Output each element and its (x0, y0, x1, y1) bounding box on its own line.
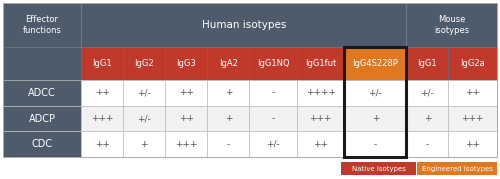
Text: -: - (272, 88, 275, 97)
Bar (3, 47, 81, 80)
Bar (3, 3, 497, 157)
Text: ++: ++ (465, 140, 480, 149)
Bar (124, 47, 166, 80)
Bar (297, 47, 344, 80)
Text: IgG1: IgG1 (418, 59, 437, 68)
Text: ++: ++ (179, 114, 194, 123)
Bar (406, 80, 449, 106)
Text: Human isotypes: Human isotypes (202, 20, 286, 30)
Bar (344, 47, 406, 80)
Text: +: + (424, 114, 431, 123)
Text: +++: +++ (462, 114, 484, 123)
Bar (250, 106, 297, 131)
Text: IgG1fut: IgG1fut (305, 59, 336, 68)
Bar (297, 106, 344, 131)
Bar (124, 131, 166, 157)
Bar (250, 131, 297, 157)
Text: -: - (426, 140, 429, 149)
Text: +++: +++ (91, 114, 114, 123)
Text: Engineered isotypes: Engineered isotypes (422, 166, 492, 171)
Bar (250, 47, 297, 80)
Text: +/-: +/- (368, 88, 382, 97)
Text: CDC: CDC (32, 139, 52, 149)
Text: +++: +++ (175, 140, 198, 149)
Bar (250, 80, 297, 106)
Text: ADCP: ADCP (28, 113, 56, 124)
Text: Effector
functions: Effector functions (22, 15, 62, 35)
Bar (448, 131, 497, 157)
Bar (166, 47, 207, 80)
Bar (297, 131, 344, 157)
Bar (341, 162, 416, 175)
Text: -: - (272, 114, 275, 123)
Bar (448, 106, 497, 131)
Bar (166, 131, 207, 157)
Text: ADCC: ADCC (28, 88, 56, 98)
Bar (3, 131, 81, 157)
Text: IgG4S228P: IgG4S228P (352, 59, 399, 68)
Text: +: + (224, 114, 232, 123)
Bar (81, 80, 124, 106)
Bar (344, 80, 406, 106)
Bar (448, 80, 497, 106)
Bar (166, 106, 207, 131)
Text: +++: +++ (310, 114, 332, 123)
Text: IgG1: IgG1 (92, 59, 112, 68)
Bar (166, 80, 207, 106)
Bar (81, 131, 124, 157)
Text: IgA2: IgA2 (219, 59, 238, 68)
Bar (124, 106, 166, 131)
Bar (297, 80, 344, 106)
Bar (344, 131, 406, 157)
Text: ++++: ++++ (306, 88, 336, 97)
Text: +/-: +/- (138, 88, 151, 97)
Bar (448, 47, 497, 80)
Text: ++: ++ (179, 88, 194, 97)
Text: +/-: +/- (420, 88, 434, 97)
Text: -: - (374, 140, 377, 149)
Text: +: + (372, 114, 379, 123)
Bar (208, 131, 250, 157)
Bar (406, 47, 449, 80)
Text: +: + (140, 140, 148, 149)
Text: ++: ++ (94, 140, 110, 149)
Bar (208, 47, 250, 80)
Bar (208, 106, 250, 131)
Bar (81, 3, 406, 47)
Bar (3, 3, 81, 47)
Text: IgG1NQ: IgG1NQ (257, 59, 290, 68)
Text: IgG2: IgG2 (134, 59, 154, 68)
Text: ++: ++ (465, 88, 480, 97)
Text: ++: ++ (94, 88, 110, 97)
Bar (3, 80, 81, 106)
Bar (3, 106, 81, 131)
Text: Native isotypes: Native isotypes (352, 166, 406, 171)
Bar (124, 80, 166, 106)
Bar (406, 3, 497, 47)
Text: Mouse
isotypes: Mouse isotypes (434, 15, 470, 35)
Bar (406, 106, 449, 131)
Bar (417, 162, 497, 175)
Bar (81, 47, 124, 80)
Bar (344, 47, 406, 157)
Text: IgG3: IgG3 (176, 59, 196, 68)
Bar (208, 80, 250, 106)
Bar (406, 131, 449, 157)
Bar (344, 106, 406, 131)
Text: +/-: +/- (266, 140, 280, 149)
Text: ++: ++ (313, 140, 328, 149)
Text: IgG2a: IgG2a (460, 59, 485, 68)
Text: +: + (224, 88, 232, 97)
Bar (81, 106, 124, 131)
Text: -: - (227, 140, 230, 149)
Text: +/-: +/- (138, 114, 151, 123)
